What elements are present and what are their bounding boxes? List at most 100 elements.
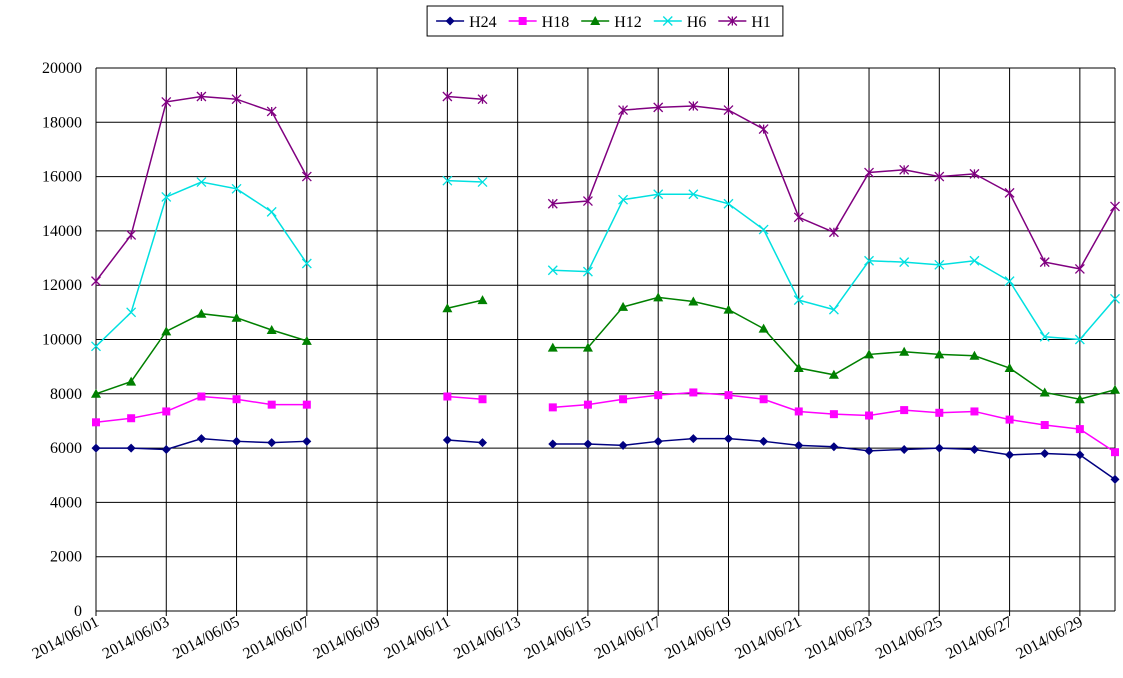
marker [231,94,242,105]
marker [829,442,839,452]
marker [127,414,136,423]
y-tick-label: 10000 [42,332,82,349]
marker [1075,450,1085,460]
x-tick-label: 2014/06/23 [803,614,875,663]
x-tick-label: 2014/06/03 [100,614,172,663]
marker [899,346,910,356]
marker [969,350,980,360]
marker [934,349,945,359]
marker [759,395,768,404]
marker [232,436,242,446]
marker [161,326,172,336]
y-tick-label: 0 [74,603,82,620]
marker [689,388,698,397]
marker [969,168,980,179]
marker [1110,474,1120,484]
marker [934,171,945,182]
x-tick-label: 2014/06/19 [662,614,734,663]
marker [126,443,136,453]
marker [1074,263,1085,274]
marker [618,105,629,116]
legend-label: H24 [469,14,497,31]
marker [724,391,733,400]
marker [793,295,804,306]
marker [864,167,874,178]
series-line [95,95,1116,282]
x-tick-label: 2014/06/09 [311,614,383,663]
marker [1040,421,1049,430]
x-tick-label: 2014/06/17 [592,614,664,663]
x-tick-label: 2014/06/05 [170,614,242,663]
marker [653,189,664,200]
marker [548,439,558,449]
marker [1074,394,1085,404]
series-line [95,296,1116,400]
marker [864,349,875,359]
marker [301,258,312,269]
y-tick-label: 18000 [42,114,82,131]
marker [828,304,839,315]
marker [900,406,909,415]
y-tick-label: 16000 [42,169,82,186]
marker [231,312,242,322]
marker [1039,387,1050,397]
marker [619,395,628,404]
y-tick-label: 14000 [42,223,82,240]
marker [583,439,593,449]
marker [442,175,453,186]
y-tick-label: 4000 [50,494,82,511]
marker [653,102,664,113]
marker [723,105,734,116]
marker [547,265,558,276]
marker [793,212,804,223]
x-tick-label: 2014/06/11 [381,614,453,663]
marker [618,194,629,205]
marker [477,295,488,305]
marker [1005,450,1015,460]
legend-label: H18 [542,14,570,31]
y-tick-label: 6000 [50,440,82,457]
marker [582,342,593,352]
marker [302,436,312,446]
marker [653,292,664,302]
marker [518,17,527,25]
y-tick-label: 8000 [50,386,82,403]
x-tick-label: 2014/06/25 [873,614,945,663]
marker [231,183,242,194]
marker [662,16,673,26]
marker [727,16,738,26]
marker [301,171,312,182]
series-line [96,437,1116,480]
marker [442,303,453,313]
marker [583,400,592,409]
x-tick-label: 2014/06/21 [732,614,804,663]
marker [267,400,276,409]
x-tick-label: 2014/06/01 [30,614,102,663]
marker [196,434,206,444]
marker [723,434,733,444]
marker [548,403,557,412]
marker [91,341,101,352]
marker [758,124,769,135]
marker [1040,449,1050,459]
marker [828,369,839,379]
marker [1075,425,1084,434]
marker [443,392,452,401]
marker [1074,334,1085,345]
marker [477,94,488,105]
marker [794,440,804,450]
marker [582,266,593,277]
marker [758,224,769,235]
marker [478,395,487,404]
marker [266,106,277,117]
marker [302,400,311,409]
y-tick-label: 12000 [42,277,82,294]
x-tick-label: 2014/06/15 [521,614,593,663]
marker [828,227,839,238]
marker [864,255,874,266]
marker [723,304,734,314]
marker [478,438,488,448]
legend-label: H12 [614,14,642,31]
y-tick-label: 20000 [42,60,82,77]
marker [196,177,207,187]
